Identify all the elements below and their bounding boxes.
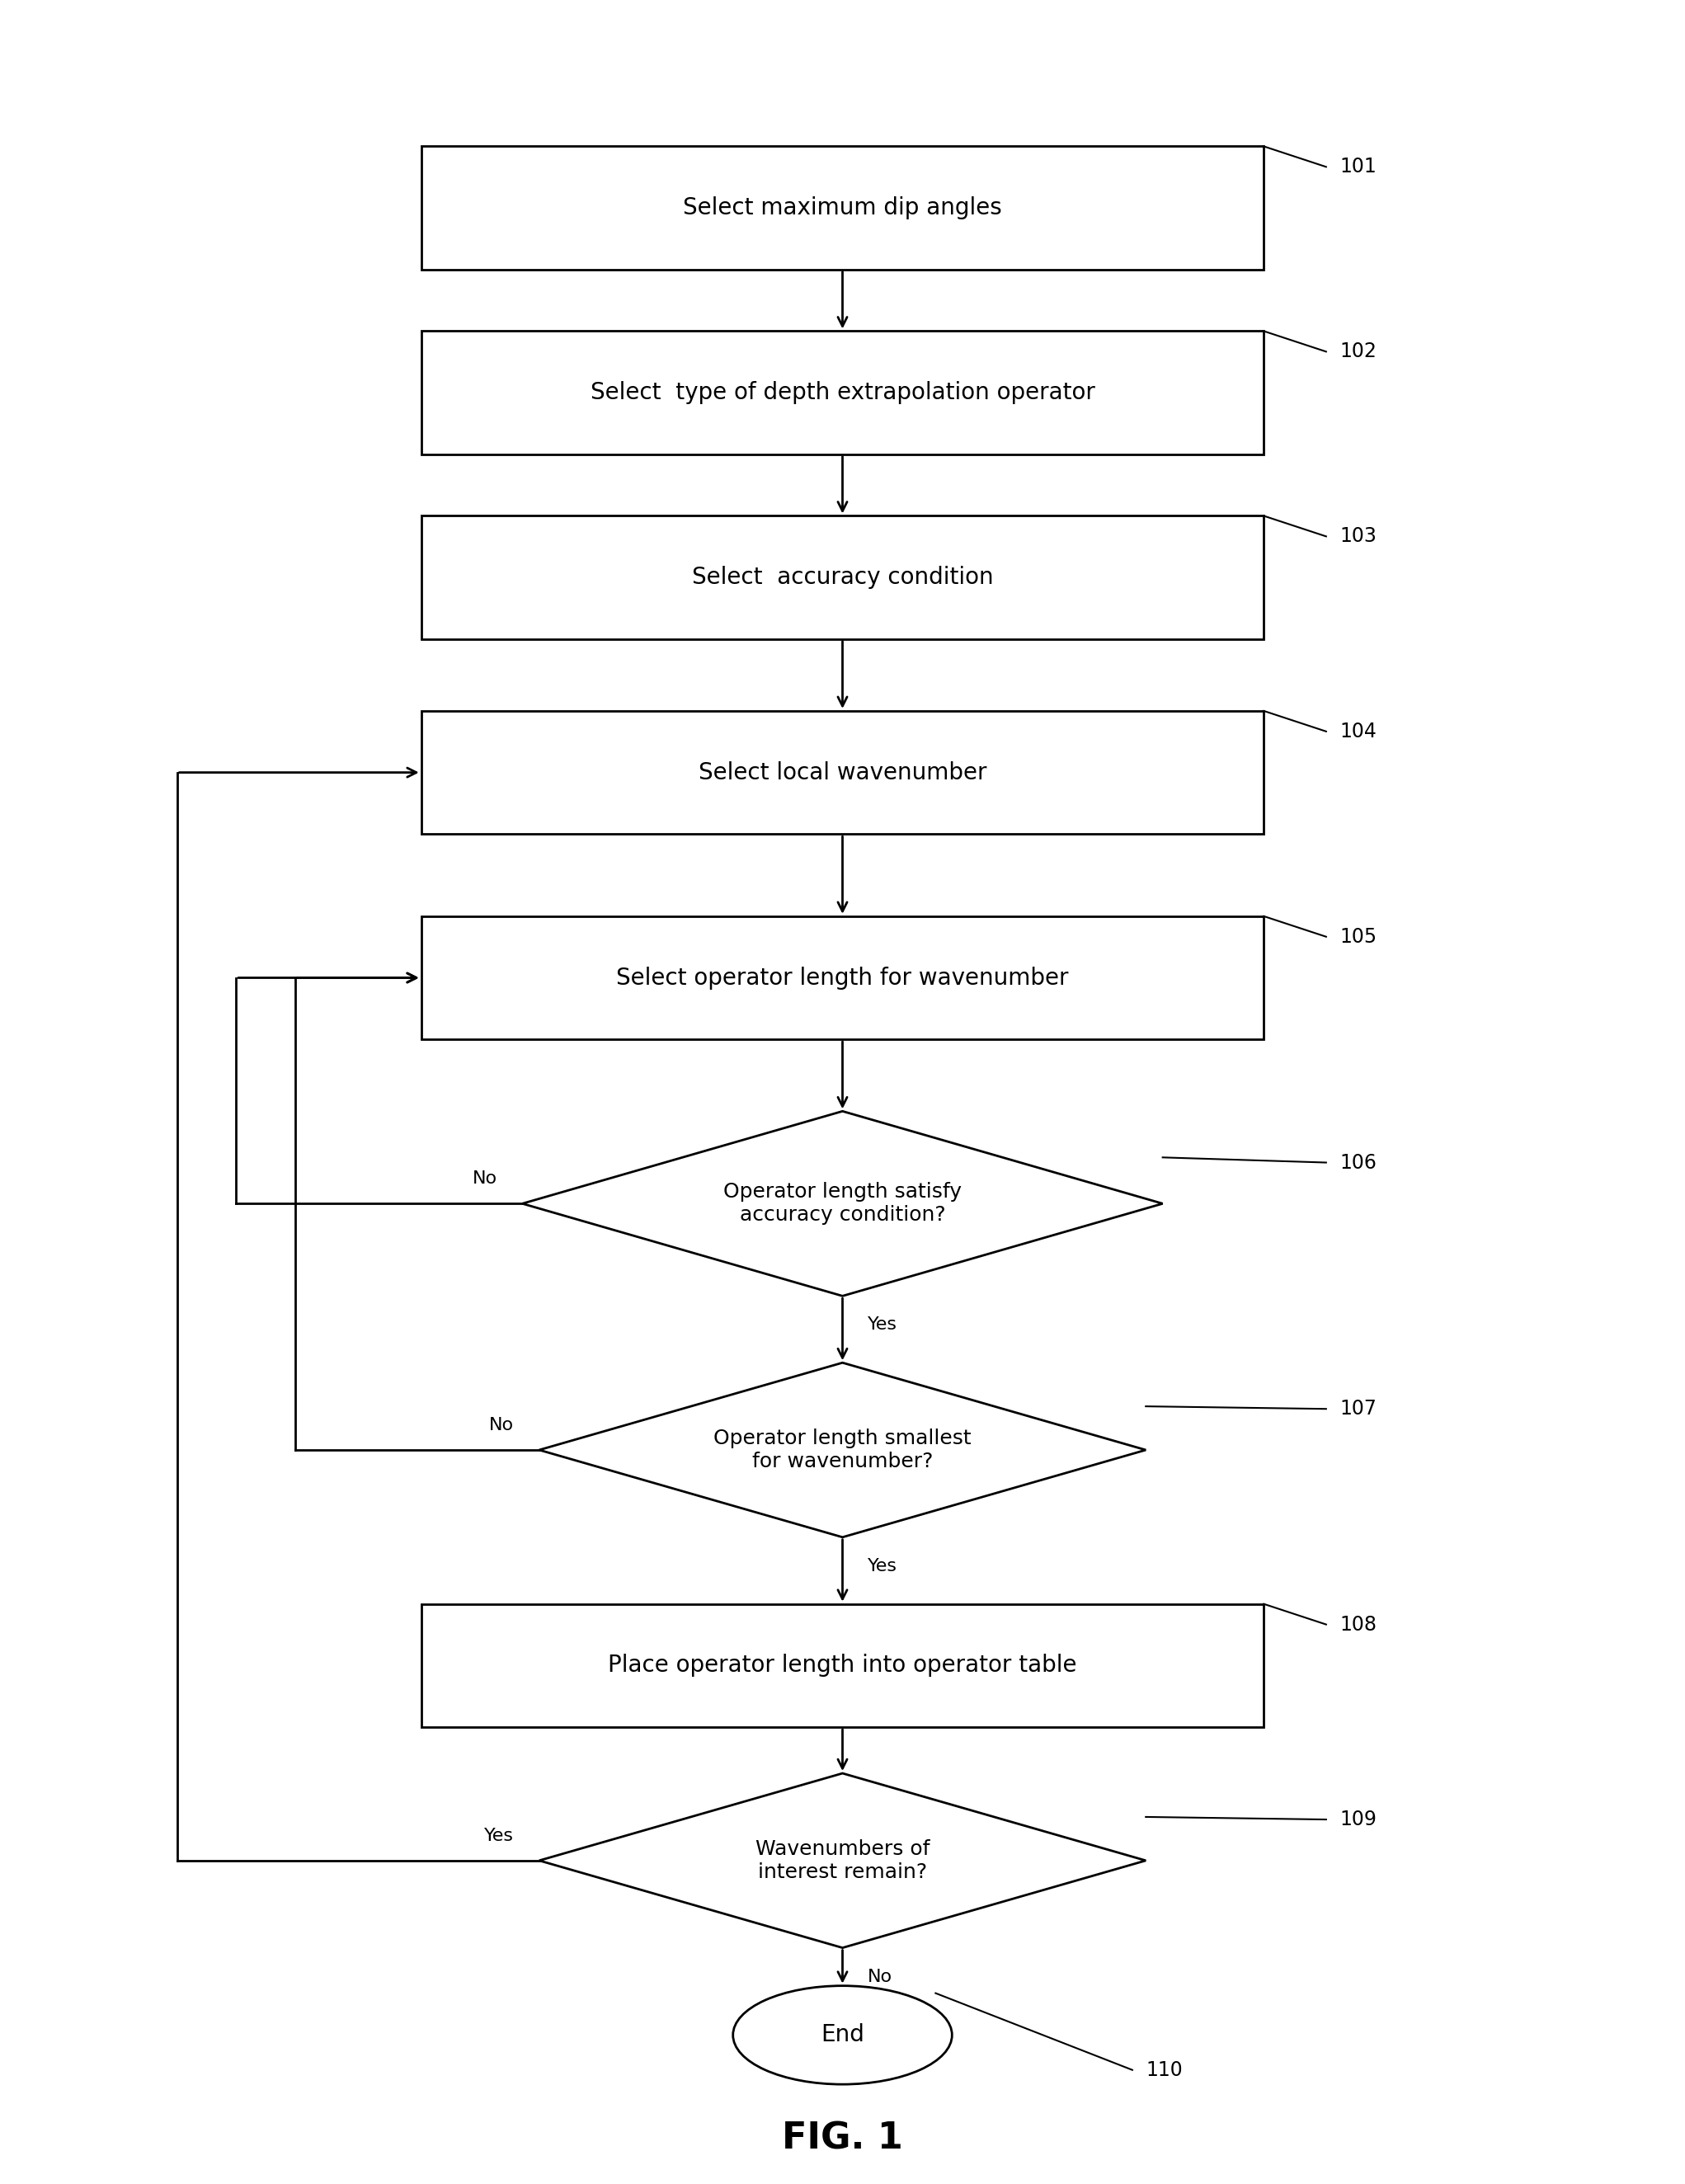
Text: End: End [821, 2025, 864, 2046]
Ellipse shape [733, 1985, 952, 2084]
Text: Operator length smallest
for wavenumber?: Operator length smallest for wavenumber? [713, 1428, 972, 1472]
Text: 109: 109 [1340, 1811, 1377, 1830]
Text: No: No [472, 1171, 497, 1188]
FancyBboxPatch shape [421, 917, 1264, 1040]
Text: Yes: Yes [484, 1828, 514, 1843]
Text: FIG. 1: FIG. 1 [782, 2121, 903, 2158]
Text: Yes: Yes [868, 1557, 898, 1575]
Text: 108: 108 [1340, 1614, 1377, 1634]
Text: No: No [489, 1417, 514, 1433]
Polygon shape [539, 1363, 1146, 1538]
Text: Place operator length into operator table: Place operator length into operator tabl… [608, 1653, 1077, 1677]
Text: Select operator length for wavenumber: Select operator length for wavenumber [617, 965, 1068, 989]
Text: Select  type of depth extrapolation operator: Select type of depth extrapolation opera… [590, 382, 1095, 404]
Polygon shape [539, 1773, 1146, 1948]
Text: 110: 110 [1146, 2060, 1183, 2079]
Text: 102: 102 [1340, 341, 1377, 363]
Text: No: No [868, 1968, 893, 1985]
Text: 103: 103 [1340, 526, 1377, 546]
FancyBboxPatch shape [421, 1603, 1264, 1728]
Polygon shape [522, 1112, 1163, 1295]
Text: Select local wavenumber: Select local wavenumber [698, 760, 987, 784]
Text: 104: 104 [1340, 721, 1377, 740]
FancyBboxPatch shape [421, 332, 1264, 454]
Text: Select  accuracy condition: Select accuracy condition [693, 566, 992, 590]
Text: Wavenumbers of
interest remain?: Wavenumbers of interest remain? [755, 1839, 930, 1883]
Text: 105: 105 [1340, 926, 1377, 946]
Text: 107: 107 [1340, 1400, 1377, 1420]
FancyBboxPatch shape [421, 146, 1264, 269]
FancyBboxPatch shape [421, 712, 1264, 834]
FancyBboxPatch shape [421, 515, 1264, 640]
Text: Select maximum dip angles: Select maximum dip angles [682, 197, 1003, 218]
Text: 106: 106 [1340, 1153, 1377, 1173]
Text: 101: 101 [1340, 157, 1377, 177]
Text: Operator length satisfy
accuracy condition?: Operator length satisfy accuracy conditi… [723, 1182, 962, 1225]
Text: Yes: Yes [868, 1317, 898, 1332]
